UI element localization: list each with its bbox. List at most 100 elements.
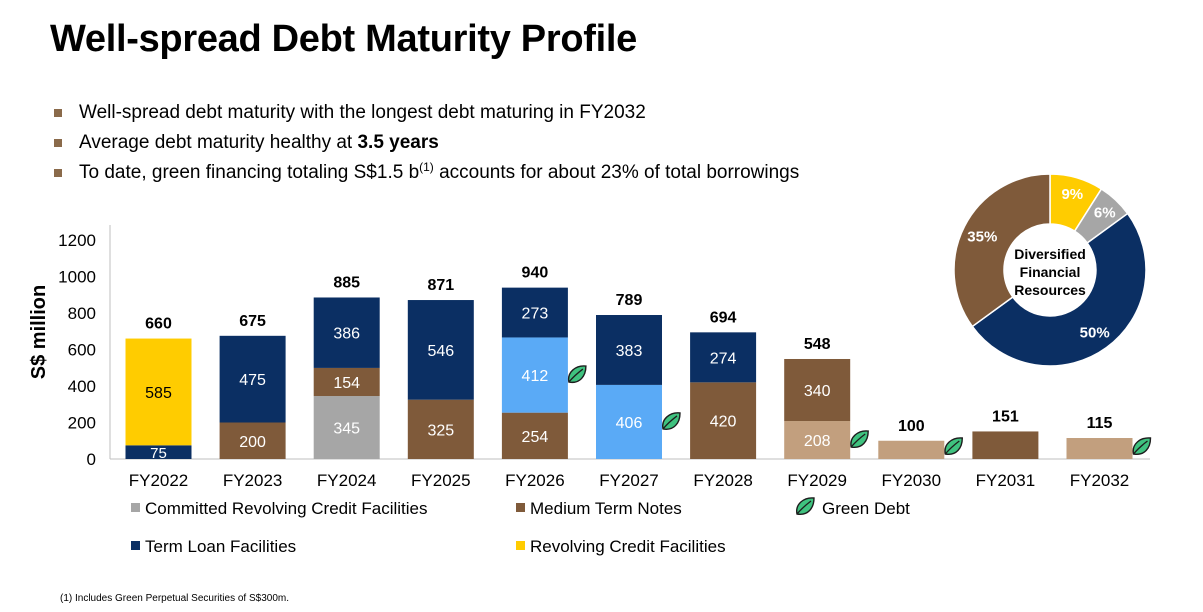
bar-total-label: 548 <box>804 336 831 353</box>
legend-label: Medium Term Notes <box>530 499 682 518</box>
segment-value-label: 412 <box>522 368 549 385</box>
y-tick-label: 800 <box>68 304 96 323</box>
x-tick-label: FY2026 <box>505 471 565 490</box>
bar-segment <box>313 396 380 459</box>
y-tick-label: 0 <box>87 450 96 469</box>
green-debt-leaf-icon <box>662 412 681 430</box>
segment-value-label: 340 <box>804 383 831 400</box>
x-tick-label: FY2028 <box>693 471 753 490</box>
bar-segment <box>219 422 286 459</box>
green-debt-leaf-icon <box>850 430 869 449</box>
leaf-vein <box>796 500 812 515</box>
segment-value-label: 546 <box>427 343 454 360</box>
donut-slice <box>971 212 1147 367</box>
leaf-vein <box>1133 440 1148 455</box>
segment-value-label: 386 <box>333 326 360 343</box>
bar-total-label: 115 <box>1087 415 1113 432</box>
y-tick-label: 600 <box>68 341 96 360</box>
leaf-vein <box>568 368 584 383</box>
x-tick-label: FY2025 <box>411 471 471 490</box>
bar-segment <box>878 440 945 459</box>
y-tick-label: 1200 <box>58 231 96 250</box>
bar-segment <box>596 384 662 459</box>
donut-slice-label: 35% <box>967 228 997 245</box>
segment-value-label: 420 <box>710 414 737 431</box>
bullet-text: Well-spread debt maturity with the longe… <box>79 102 646 123</box>
legend-swatch <box>131 503 140 512</box>
y-axis-label: S$ million <box>28 285 50 379</box>
bar-segment <box>784 421 851 459</box>
bar-total-label: 940 <box>522 264 549 281</box>
segment-value-label: 200 <box>239 434 266 451</box>
bullet-marker <box>54 109 62 117</box>
segment-value-label: 383 <box>616 343 643 360</box>
x-tick-label: FY2030 <box>882 471 942 490</box>
y-tick-label: 200 <box>68 414 96 433</box>
segment-value-label: 406 <box>616 415 643 432</box>
legend-label: Committed Revolving Credit Facilities <box>145 499 427 518</box>
x-tick-label: FY2024 <box>317 471 377 490</box>
bar-segment <box>125 338 192 446</box>
bullet-text: To date, green financing totaling S$1.5 … <box>79 160 800 183</box>
bar-segment <box>313 367 380 397</box>
bar-segment <box>972 431 1039 459</box>
bar-total-label: 789 <box>616 292 643 309</box>
bar-segment <box>125 445 192 459</box>
bar-total-label: 885 <box>333 274 360 291</box>
segment-value-label: 345 <box>333 421 360 438</box>
bar-segment <box>501 337 568 413</box>
bar-total-label: 151 <box>992 408 1019 425</box>
page-title: Well-spread Debt Maturity Profile <box>50 18 637 60</box>
footnote-ref: (1) <box>419 160 434 174</box>
x-tick-label: FY2023 <box>223 471 283 490</box>
segment-value-label: 273 <box>522 306 549 323</box>
bar-total-label: 100 <box>898 418 925 435</box>
segment-value-label: 75 <box>150 445 167 462</box>
bar-segment <box>596 315 662 385</box>
donut-center-label: Financial <box>1020 264 1081 280</box>
x-tick-label: FY2029 <box>787 471 847 490</box>
bar-segment <box>501 287 568 338</box>
donut-center-label: Diversified <box>1014 246 1086 262</box>
bar-segment <box>690 332 757 383</box>
green-debt-leaf-icon <box>1132 437 1152 455</box>
donut-slice-label: 50% <box>1080 324 1110 341</box>
segment-value-label: 208 <box>804 433 831 450</box>
bar-segment <box>501 412 568 459</box>
bar-total-label: 660 <box>145 316 172 333</box>
bar-segment <box>690 382 757 459</box>
legend-label: Revolving Credit Facilities <box>530 537 726 556</box>
segment-value-label: 274 <box>710 350 737 367</box>
donut-slice-label: 6% <box>1094 205 1116 222</box>
bar-segment <box>219 335 286 423</box>
leaf-vein <box>662 415 678 430</box>
y-tick-label: 400 <box>68 377 96 396</box>
green-debt-leaf-icon <box>944 437 964 455</box>
leaf-vein <box>944 440 960 455</box>
bar-segment <box>1066 438 1133 459</box>
footnote: (1) Includes Green Perpetual Securities … <box>60 593 290 604</box>
legend-swatch <box>516 503 525 512</box>
x-tick-label: FY2027 <box>599 471 659 490</box>
bullet-marker <box>54 169 62 177</box>
segment-value-label: 585 <box>145 385 172 402</box>
bar-segment <box>784 358 851 422</box>
donut-slice <box>953 173 1051 328</box>
bar-segment <box>407 300 474 400</box>
legend-label: Green Debt <box>822 499 910 518</box>
bar-total-label: 675 <box>239 313 266 330</box>
legend-swatch <box>516 541 525 550</box>
segment-value-label: 154 <box>333 375 360 392</box>
legend-label: Term Loan Facilities <box>145 537 296 556</box>
bar-total-label: 871 <box>427 277 454 294</box>
green-debt-leaf-icon <box>567 365 587 384</box>
maturity-highlight: 3.5 years <box>357 132 439 153</box>
x-tick-label: FY2022 <box>129 471 189 490</box>
bullet-text: Average debt maturity healthy at 3.5 yea… <box>79 132 439 153</box>
leaf-vein <box>850 433 866 448</box>
y-tick-label: 1000 <box>58 268 96 287</box>
bullet-marker <box>54 139 62 147</box>
legend-leaf-icon <box>796 497 815 515</box>
legend-swatch <box>131 541 140 550</box>
